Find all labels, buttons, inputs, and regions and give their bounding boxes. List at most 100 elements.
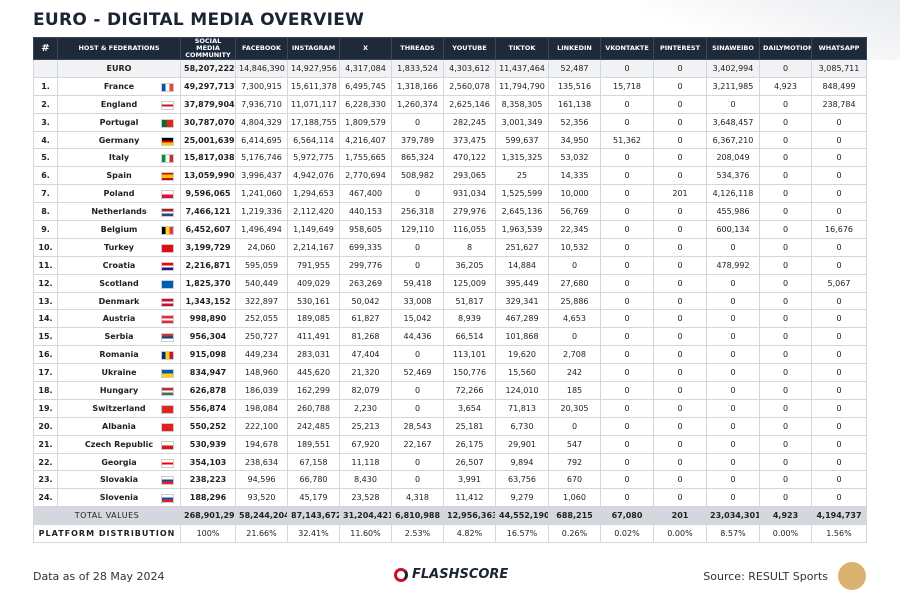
value-cell: 626,878	[180, 381, 236, 400]
value-cell: 534,376	[706, 166, 760, 186]
value-cell: 56,769	[548, 202, 601, 222]
team-label: Scotland	[99, 278, 139, 288]
flag	[161, 297, 174, 307]
value-cell: 67,080	[600, 506, 654, 526]
value-cell: 72,266	[443, 381, 496, 400]
team-label: Italy	[108, 153, 130, 163]
value-cell: 0	[706, 309, 760, 329]
value-cell: 0	[759, 488, 812, 508]
flag	[161, 476, 174, 486]
value-cell: 53,032	[548, 148, 601, 168]
value-cell: 23,034,301	[706, 506, 760, 526]
rank: 5.	[33, 148, 58, 168]
value-cell: 0	[653, 76, 707, 96]
value-cell: 0	[600, 184, 654, 204]
value-cell: 238,784	[811, 94, 867, 114]
value-cell: 21,320	[339, 363, 392, 383]
data-row: 12. Scotland 1,825,370 540,449 409,029 263,26…	[33, 273, 867, 293]
data-row: 10. Turkey 3,199,729 24,060 2,214,167 699,335…	[33, 237, 867, 257]
value-cell: 8,430	[339, 470, 392, 490]
value-cell: 101,868	[495, 327, 549, 347]
value-cell: 242,485	[287, 416, 340, 436]
team-name: Italy	[57, 148, 181, 168]
value-cell: 0	[759, 434, 812, 454]
flag	[161, 243, 174, 253]
value-cell: 49,297,713	[180, 76, 236, 96]
value-cell: 0	[706, 434, 760, 454]
value-cell: 0	[653, 470, 707, 490]
value-cell: 0	[706, 416, 760, 436]
value-cell: 15,042	[391, 309, 444, 329]
value-cell: 0	[811, 309, 867, 329]
value-cell: 0	[600, 112, 654, 132]
value-cell: 0	[391, 452, 444, 472]
value-cell: 0	[391, 470, 444, 490]
data-row: 18. Hungary 626,878 186,039 162,299 82,079 0 72…	[33, 381, 867, 400]
row-label: TOTAL VALUES	[33, 506, 181, 526]
rank	[33, 59, 58, 78]
value-cell: 186,039	[235, 381, 288, 400]
value-cell: 2,112,420	[287, 202, 340, 222]
value-cell: 595,059	[235, 255, 288, 275]
flag	[161, 404, 174, 414]
value-cell: 2,216,871	[180, 255, 236, 275]
value-cell: 51,362	[600, 130, 654, 150]
team-label: Slovakia	[99, 475, 139, 485]
value-cell: 0	[653, 112, 707, 132]
rank: 2.	[33, 94, 58, 114]
value-cell: 547	[548, 434, 601, 454]
value-cell: 0	[811, 166, 867, 186]
value-cell: 5,067	[811, 273, 867, 293]
value-cell: 201	[653, 506, 707, 526]
value-cell: 44,552,190	[495, 506, 549, 526]
value-cell: 0	[653, 345, 707, 365]
value-cell: 6,367,210	[706, 130, 760, 150]
value-cell: 0.02%	[600, 524, 654, 544]
team-name: Serbia	[57, 327, 181, 347]
value-cell: 30,787,070	[180, 112, 236, 132]
value-cell: 256,318	[391, 202, 444, 222]
value-cell: 31,204,421	[339, 506, 392, 526]
value-cell: 6,228,330	[339, 94, 392, 114]
value-cell: 0	[600, 148, 654, 168]
value-cell: 5,176,746	[235, 148, 288, 168]
value-cell: 0	[600, 452, 654, 472]
team-label: England	[100, 99, 138, 109]
value-cell: 0	[600, 470, 654, 490]
value-cell: 9,279	[495, 488, 549, 508]
value-cell: 0	[706, 363, 760, 383]
team-label: France	[103, 81, 135, 91]
value-cell: 19,620	[495, 345, 549, 365]
value-cell: 0	[653, 488, 707, 508]
data-row: 11. Croatia 2,216,871 595,059 791,955 299,776…	[33, 255, 867, 275]
column-header: SINAWEIBO	[706, 37, 760, 60]
data-row: 1. France 49,297,713 7,300,915 15,611,378 6,4…	[33, 76, 867, 96]
value-cell: 0	[811, 327, 867, 347]
data-row: 23. Slovakia 238,223 94,596 66,780 8,430 0 3,99…	[33, 470, 867, 490]
as-of-date: Data as of 28 May 2024	[33, 570, 165, 583]
header-row: # HOST & FEDERATIONS SOCIAL MEDIA COMMUNIT…	[33, 37, 867, 60]
value-cell: 455,986	[706, 202, 760, 222]
value-cell: 1,525,599	[495, 184, 549, 204]
value-cell: 0	[811, 470, 867, 490]
value-cell: 0	[706, 237, 760, 257]
value-cell: 81,268	[339, 327, 392, 347]
column-header: THREADS	[391, 37, 444, 60]
value-cell: 11.60%	[339, 524, 392, 544]
value-cell: 16.57%	[495, 524, 549, 544]
team-label: Germany	[98, 135, 140, 145]
value-cell: 3,648,457	[706, 112, 760, 132]
value-cell: 4,194,737	[811, 506, 867, 526]
value-cell: 11,412	[443, 488, 496, 508]
value-cell: 409,029	[287, 273, 340, 293]
value-cell: 0	[653, 309, 707, 329]
value-cell: 688,215	[548, 506, 601, 526]
value-cell: 4,804,329	[235, 112, 288, 132]
value-cell: 82,079	[339, 381, 392, 400]
value-cell: 1,241,060	[235, 184, 288, 204]
value-cell: 1,060	[548, 488, 601, 508]
value-cell: 1,149,649	[287, 220, 340, 239]
value-cell: 1,294,653	[287, 184, 340, 204]
value-cell: 998,890	[180, 309, 236, 329]
value-cell: 0	[759, 130, 812, 150]
